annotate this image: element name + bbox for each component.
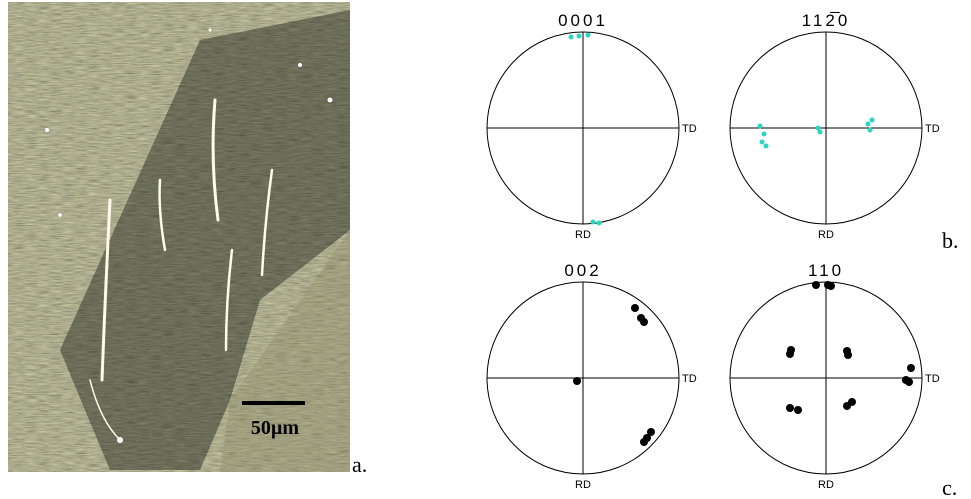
pole-point: [907, 364, 915, 372]
axis-label: RD: [575, 479, 591, 491]
panel-label: a.: [352, 452, 367, 477]
scale-bar-label: 50µm: [251, 417, 300, 439]
pole-point: [844, 351, 852, 359]
pole-point: [794, 406, 802, 414]
pole-point: [865, 121, 871, 127]
pole-point: [640, 318, 648, 326]
pole-point: [815, 125, 821, 131]
pole-title: 0001: [558, 11, 608, 30]
axis-label: TD: [925, 123, 940, 135]
pole-point: [786, 404, 794, 412]
pole-point: [827, 282, 835, 290]
pole-point: [787, 346, 795, 354]
pole-point: [757, 123, 763, 129]
pole-point: [647, 428, 655, 436]
pole-point: [759, 139, 765, 145]
pole-point: [843, 402, 851, 410]
axis-label: TD: [682, 373, 697, 385]
pole-point: [576, 33, 582, 39]
pole-point: [585, 32, 591, 38]
panel-label: c.: [942, 475, 957, 499]
micrograph: [8, 2, 350, 472]
pole-point: [905, 378, 913, 386]
axis-label: RD: [575, 229, 591, 241]
pole-point: [573, 377, 581, 385]
axis-label: RD: [818, 479, 834, 491]
axis-label: RD: [818, 229, 834, 241]
pole-title: 002: [564, 261, 601, 280]
pole-point: [761, 131, 767, 137]
pole-title: 110: [808, 261, 844, 280]
pole-point: [596, 220, 602, 226]
pole-point: [568, 34, 574, 40]
pole-point: [631, 304, 639, 312]
pole-point: [590, 219, 596, 225]
pole-point: [867, 127, 873, 133]
pole-point: [640, 438, 648, 446]
pole-point: [763, 143, 769, 149]
panel-label: b.: [942, 228, 959, 253]
pole-title: 112̅0: [802, 11, 851, 30]
axis-label: TD: [682, 123, 697, 135]
axis-label: TD: [925, 373, 940, 385]
pole-point: [817, 129, 823, 135]
pole-point: [869, 117, 875, 123]
pole-point: [812, 281, 820, 289]
